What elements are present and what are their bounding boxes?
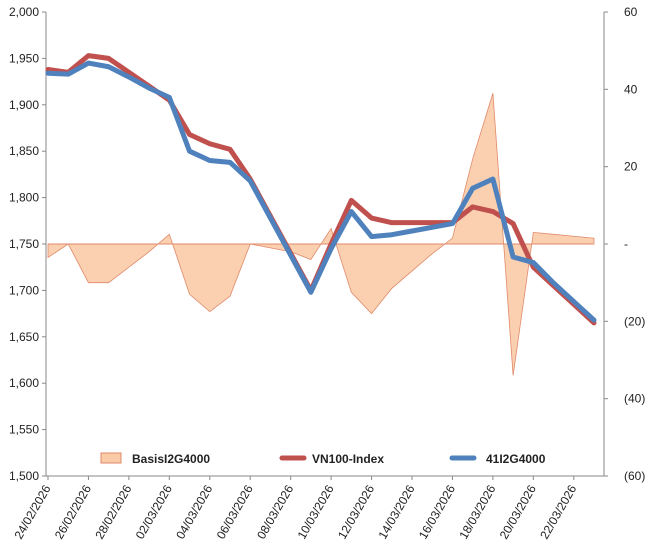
x-tick-label: 02/03/2026 (133, 482, 175, 541)
right-axis-ticks: (60) (40) (20) - 20 40 60 (604, 5, 645, 483)
x-tick-label: 16/03/2026 (416, 482, 458, 541)
right-tick-label: 20 (624, 160, 638, 174)
legend-item-41i2g4000[interactable]: 41I2G4000 (449, 452, 546, 466)
x-tick-label: 24/02/2026 (11, 482, 53, 541)
basis-area-series (47, 93, 595, 376)
right-tick-label: (40) (624, 392, 645, 406)
legend-swatch-basis (100, 452, 122, 464)
right-tick-label: (20) (624, 314, 645, 328)
legend: BasisI2G4000 VN100-Index 41I2G4000 (100, 452, 546, 466)
left-tick-label: 1,650 (9, 330, 39, 344)
legend-item-basis[interactable]: BasisI2G4000 (100, 452, 210, 466)
series-line-41i2g4000 (45, 60, 597, 323)
legend-label-basis: BasisI2G4000 (132, 452, 210, 466)
right-tick-label: (60) (624, 469, 645, 483)
legend-item-vn100[interactable]: VN100-Index (279, 452, 384, 466)
left-axis-ticks: 1,500 1,550 1,600 1,650 1,700 1,750 1,800 1,850… (9, 5, 46, 483)
left-tick-label: 1,700 (9, 283, 39, 297)
x-tick-label: 12/03/2026 (335, 482, 377, 541)
x-tick-label: 26/02/2026 (52, 482, 94, 541)
right-tick-label: - (624, 237, 628, 251)
left-tick-label: 2,000 (9, 5, 39, 19)
x-tick-label: 28/02/2026 (92, 482, 134, 541)
line-series-group (45, 53, 597, 326)
left-tick-label: 1,950 (9, 51, 39, 65)
right-tick-label: 40 (624, 82, 638, 96)
left-tick-label: 1,900 (9, 98, 39, 112)
left-tick-label: 1,850 (9, 144, 39, 158)
x-tick-label: 22/03/2026 (537, 482, 579, 541)
left-tick-label: 1,550 (9, 423, 39, 437)
x-tick-label: 04/03/2026 (173, 482, 215, 541)
x-tick-label: 08/03/2026 (254, 482, 296, 541)
x-tick-label: 06/03/2026 (214, 482, 256, 541)
x-tick-label: 18/03/2026 (456, 482, 498, 541)
left-tick-label: 1,800 (9, 191, 39, 205)
x-tick-label: 20/03/2026 (497, 482, 539, 541)
right-tick-label: 60 (624, 5, 638, 19)
x-tick-label: 14/03/2026 (375, 482, 417, 541)
left-tick-label: 1,600 (9, 376, 39, 390)
x-axis-ticks: 24/02/202626/02/202628/02/202602/03/2026… (11, 476, 580, 542)
x-tick-label: 10/03/2026 (295, 482, 337, 541)
left-tick-label: 1,500 (9, 469, 39, 483)
legend-label-vn100: VN100-Index (312, 452, 384, 466)
legend-label-41i2g4000: 41I2G4000 (486, 452, 546, 466)
basis-area-path (47, 93, 595, 376)
left-tick-label: 1,750 (9, 237, 39, 251)
